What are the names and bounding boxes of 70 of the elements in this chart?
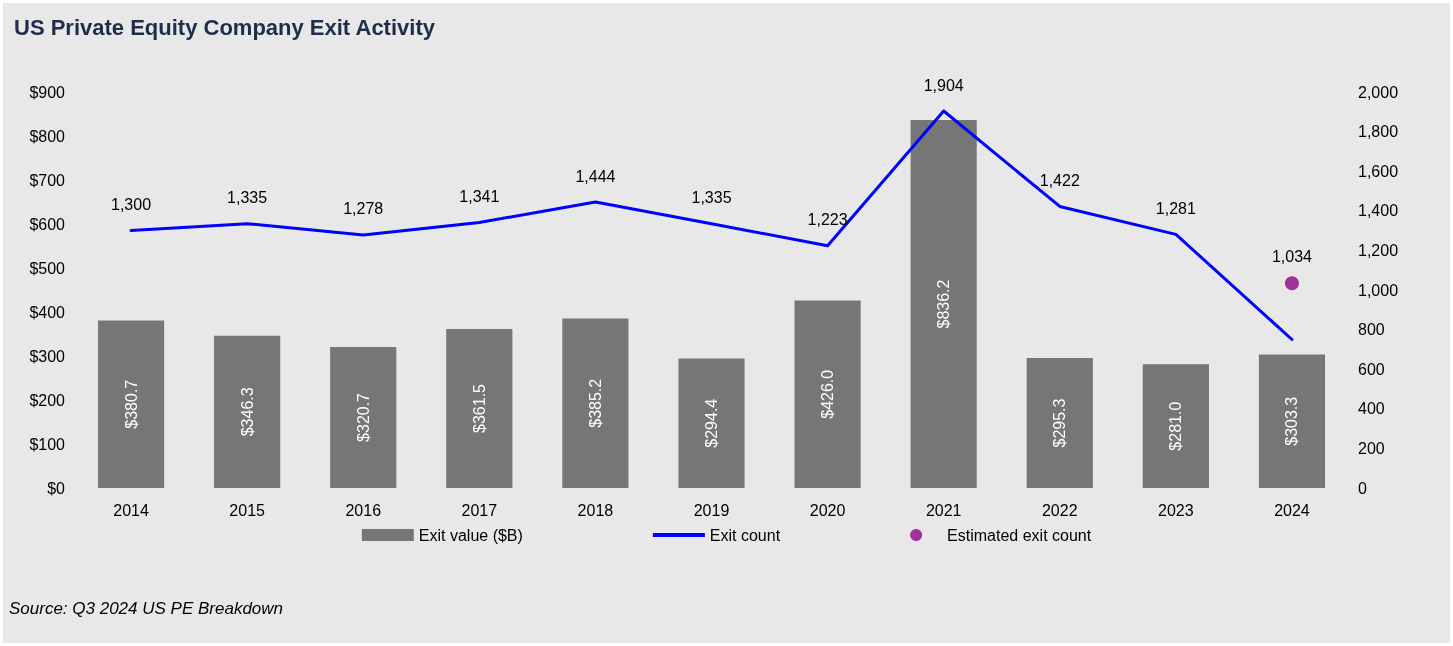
y-tick-label: $900 — [29, 83, 66, 101]
y-tick-label: $600 — [29, 215, 66, 233]
x-tick-label: 2024 — [1274, 501, 1310, 519]
y-tick-label: $200 — [29, 391, 66, 409]
x-tick-label: 2014 — [113, 501, 149, 519]
data-label: $320.7 — [354, 392, 372, 442]
x-tick-label: 2021 — [925, 501, 962, 519]
data-label: $303.3 — [1283, 396, 1301, 446]
y2-tick-label: 200 — [1358, 439, 1385, 457]
bar — [678, 358, 745, 488]
data-label: 1,034 — [1271, 247, 1313, 265]
y2-tick-label: 1,800 — [1358, 123, 1399, 141]
legend-label: Exit count — [709, 526, 781, 544]
bar — [1258, 354, 1326, 488]
x-tick-label: 2019 — [693, 501, 730, 519]
source-note: Source: Q3 2024 US PE Breakdown — [9, 599, 284, 618]
bar — [330, 346, 397, 488]
data-label: 1,904 — [923, 76, 964, 94]
data-label: $426.0 — [819, 369, 837, 419]
bar — [97, 320, 165, 488]
data-label: 1,278 — [343, 200, 384, 218]
y-tick-label: $500 — [29, 259, 66, 277]
data-label: $836.2 — [935, 279, 953, 329]
bar — [214, 335, 281, 488]
data-label: $281.0 — [1167, 401, 1185, 451]
x-tick-label: 2016 — [345, 501, 382, 519]
x-tick-label: 2020 — [809, 501, 846, 519]
y2-tick-label: 1,000 — [1358, 281, 1399, 299]
data-label: 1,444 — [575, 167, 616, 185]
data-label: 1,281 — [1155, 199, 1196, 217]
data-label: 1,335 — [227, 189, 268, 207]
data-label: 1,422 — [1039, 171, 1080, 189]
data-label: $346.3 — [238, 387, 256, 437]
y-tick-label: $300 — [29, 347, 66, 365]
data-label: $295.3 — [1051, 398, 1069, 448]
legend-label: Estimated exit count — [947, 526, 1092, 544]
data-label: 1,341 — [459, 187, 500, 205]
bar — [446, 328, 513, 488]
y-tick-label: $100 — [29, 435, 66, 453]
bar — [562, 318, 629, 488]
x-tick-label: 2023 — [1158, 501, 1194, 519]
y2-tick-label: 400 — [1358, 400, 1385, 418]
y2-tick-label: 600 — [1358, 360, 1385, 378]
data-label: $294.4 — [703, 398, 720, 448]
bar — [1142, 364, 1209, 488]
bar — [1026, 358, 1093, 488]
x-tick-label: 2015 — [229, 501, 266, 519]
y2-tick-label: 0 — [1358, 479, 1367, 497]
x-tick-label: 2017 — [461, 501, 498, 519]
bar — [910, 120, 977, 488]
y2-tick-label: 1,400 — [1358, 202, 1399, 220]
bar — [794, 300, 861, 488]
y2-tick-label: 1,200 — [1358, 241, 1399, 259]
y-tick-label: $400 — [29, 303, 66, 321]
y2-tick-label: 1,600 — [1358, 162, 1399, 180]
data-label: $385.2 — [586, 378, 604, 428]
y-tick-label: $0 — [47, 479, 66, 497]
y-tick-label: $800 — [29, 127, 66, 145]
y2-tick-label: 2,000 — [1358, 83, 1399, 101]
x-tick-label: 2018 — [577, 501, 614, 519]
y2-tick-label: 800 — [1358, 321, 1385, 339]
y-tick-label: $700 — [29, 171, 66, 189]
data-label: 1,335 — [691, 189, 732, 207]
data-label: 1,300 — [111, 196, 152, 214]
data-label: $380.7 — [122, 379, 140, 429]
data-label: $361.5 — [470, 383, 488, 433]
x-tick-label: 2022 — [1041, 501, 1078, 519]
data-label: 1,223 — [807, 211, 848, 229]
chart-title: US Private Equity Company Exit Activity — [14, 14, 436, 40]
legend-label: Exit value ($B) — [418, 526, 523, 544]
